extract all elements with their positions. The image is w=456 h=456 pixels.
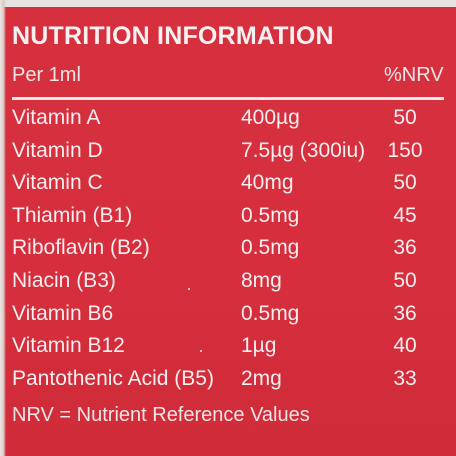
header-divider [12, 97, 444, 100]
table-row: Niacin (B3) 8mg 50 [0, 269, 456, 302]
table-row: Thiamin (B1) 0.5mg 45 [0, 204, 456, 237]
nutrient-table: Vitamin A 400µg 50 Vitamin D 7.5µg (300i… [0, 106, 456, 399]
nutrient-name: Vitamin D [12, 138, 103, 162]
nutrient-nrv: 36 [393, 236, 417, 260]
print-speck [200, 350, 202, 352]
nutrient-amount: 1µg [241, 334, 277, 358]
nutrient-nrv: 150 [387, 138, 423, 162]
table-row: Vitamin C 40mg 50 [0, 171, 456, 204]
nrv-column-header: %NRV [384, 64, 444, 86]
nutrient-name: Vitamin A [12, 106, 101, 129]
nutrient-nrv: 40 [393, 334, 417, 358]
nutrient-nrv: 45 [393, 203, 417, 227]
per-serving-header: Per 1ml [12, 64, 81, 86]
nutrient-nrv: 33 [393, 366, 417, 390]
nutrient-name: Pantothenic Acid (B5) [12, 366, 214, 390]
table-row: Vitamin A 400µg 50 [0, 106, 456, 139]
nutrient-amount: 0.5mg [241, 203, 300, 227]
nutrient-nrv: 50 [393, 268, 417, 292]
nutrient-amount: 0.5mg [241, 236, 300, 260]
left-edge [0, 0, 6, 456]
table-row: Vitamin D 7.5µg (300iu) 150 [0, 139, 456, 172]
nutrient-name: Vitamin C [12, 171, 103, 195]
top-edge [0, 0, 456, 7]
table-row: Pantothenic Acid (B5) 2mg 33 [0, 367, 456, 400]
nutrient-name: Niacin (B3) [12, 268, 116, 292]
nrv-footnote: NRV = Nutrient Reference Values [12, 404, 310, 426]
nutrient-nrv: 36 [393, 301, 417, 325]
nutrient-amount: 2mg [241, 366, 282, 390]
nutrient-amount: 40mg [241, 171, 294, 195]
nutrient-name: Thiamin (B1) [12, 203, 133, 227]
nutrient-amount: 400µg [241, 106, 300, 129]
table-row: Riboflavin (B2) 0.5mg 36 [0, 236, 456, 269]
nutrient-name: Vitamin B6 [12, 301, 114, 325]
table-row: Vitamin B12 1µg 40 [0, 334, 456, 367]
nutrient-name: Riboflavin (B2) [12, 236, 150, 260]
nutrient-nrv: 50 [393, 171, 417, 195]
nutrient-amount: 0.5mg [241, 301, 300, 325]
nutrient-nrv: 50 [393, 106, 417, 129]
nutrient-amount: 8mg [241, 268, 282, 292]
nutrient-name: Vitamin B12 [12, 334, 125, 358]
label-title: NUTRITION INFORMATION [12, 22, 334, 50]
table-row: Vitamin B6 0.5mg 36 [0, 302, 456, 335]
nutrient-amount: 7.5µg (300iu) [241, 138, 366, 162]
print-speck [188, 288, 190, 290]
